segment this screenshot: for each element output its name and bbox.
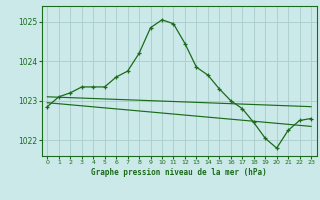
X-axis label: Graphe pression niveau de la mer (hPa): Graphe pression niveau de la mer (hPa) xyxy=(91,168,267,177)
